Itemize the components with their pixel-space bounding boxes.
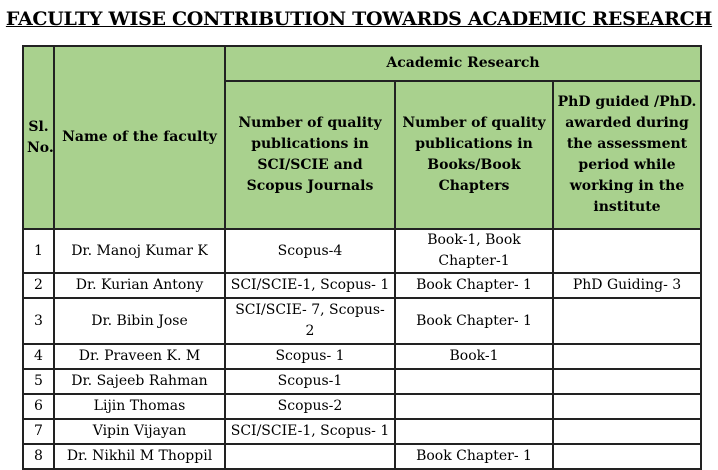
table-cell: 6 xyxy=(22,393,55,420)
table-row: 7 Vipin Vijayan SCI/SCIE-1, Scopus- 1 xyxy=(22,418,703,445)
table-cell: Dr. Bibin Jose xyxy=(53,297,226,345)
table-cell xyxy=(394,393,554,420)
table-cell: 2 xyxy=(22,272,55,299)
table-cell xyxy=(551,418,703,445)
table-row: 8 Dr. Nikhil M Thoppil Book Chapter- 1 xyxy=(22,443,703,470)
table-cell: Book Chapter- 1 xyxy=(394,443,554,470)
table-cell xyxy=(551,228,703,274)
table-cell xyxy=(551,393,703,420)
table-cell: SCI/SCIE-1, Scopus- 1 xyxy=(224,272,396,299)
table-body: 1 Dr. Manoj Kumar K Scopus-4 Book-1, Book C… xyxy=(22,228,703,470)
table-row: 4 Dr. Praveen K. M Scopus- 1 Book-1 xyxy=(22,343,703,370)
table-cell: Lijin Thomas xyxy=(53,393,226,420)
table-cell: Dr. Manoj Kumar K xyxy=(53,228,226,274)
header-group: Academic Research xyxy=(223,45,703,82)
header-cell: Number of quality publications in SCI/SC… xyxy=(224,80,396,230)
table-cell: Scopus- 1 xyxy=(224,343,396,370)
table-cell: 5 xyxy=(22,368,55,395)
table-row: 6 Lijin Thomas Scopus-2 xyxy=(22,393,703,420)
table-row: 5 Dr. Sajeeb Rahman Scopus-1 xyxy=(22,368,703,395)
table-cell: Dr. Praveen K. M xyxy=(53,343,226,370)
table-cell: Vipin Vijayan xyxy=(53,418,226,445)
table-row: 3 Dr. Bibin Jose SCI/SCIE- 7, Scopus- 2 Boo… xyxy=(22,297,703,345)
table-cell: 7 xyxy=(22,418,55,445)
faculty-table: Sl. No. Name of the faculty Academic Res… xyxy=(22,45,703,470)
header-cell: PhD guided /PhD. awarded during the asse… xyxy=(551,80,703,230)
table-cell: Book Chapter- 1 xyxy=(394,272,554,299)
table-cell: SCI/SCIE- 7, Scopus- 2 xyxy=(224,297,396,345)
table-cell: Scopus-4 xyxy=(224,228,396,274)
table-cell: 8 xyxy=(22,443,55,470)
table-cell: Dr. Sajeeb Rahman xyxy=(53,368,226,395)
page-title: FACULTY WISE CONTRIBUTION TOWARDS ACADEM… xyxy=(5,8,713,30)
table-cell: 1 xyxy=(22,228,55,274)
table-cell: Book-1, Book Chapter-1 xyxy=(394,228,554,274)
table-cell: Book Chapter- 1 xyxy=(394,297,554,345)
table-cell: Book-1 xyxy=(394,343,554,370)
table-cell: Scopus-2 xyxy=(224,393,396,420)
table-cell xyxy=(551,368,703,395)
table-cell: PhD Guiding- 3 xyxy=(551,272,703,299)
table-cell xyxy=(551,343,703,370)
table-cell: 4 xyxy=(22,343,55,370)
table-cell xyxy=(551,443,703,470)
table-cell xyxy=(551,297,703,345)
header-cell: Sl. No. xyxy=(22,45,55,230)
table-cell xyxy=(394,368,554,395)
table-cell: Dr. Kurian Antony xyxy=(53,272,226,299)
header-cell: Name of the faculty xyxy=(53,45,226,230)
table-cell: Dr. Nikhil M Thoppil xyxy=(53,443,226,470)
table-cell: SCI/SCIE-1, Scopus- 1 xyxy=(224,418,396,445)
table-row: 1 Dr. Manoj Kumar K Scopus-4 Book-1, Book C… xyxy=(22,228,703,274)
table-cell xyxy=(224,443,396,470)
table-cell: Scopus-1 xyxy=(224,368,396,395)
table-cell xyxy=(394,418,554,445)
table-cell: 3 xyxy=(22,297,55,345)
header-cell: Number of quality publications in Books/… xyxy=(394,80,554,230)
